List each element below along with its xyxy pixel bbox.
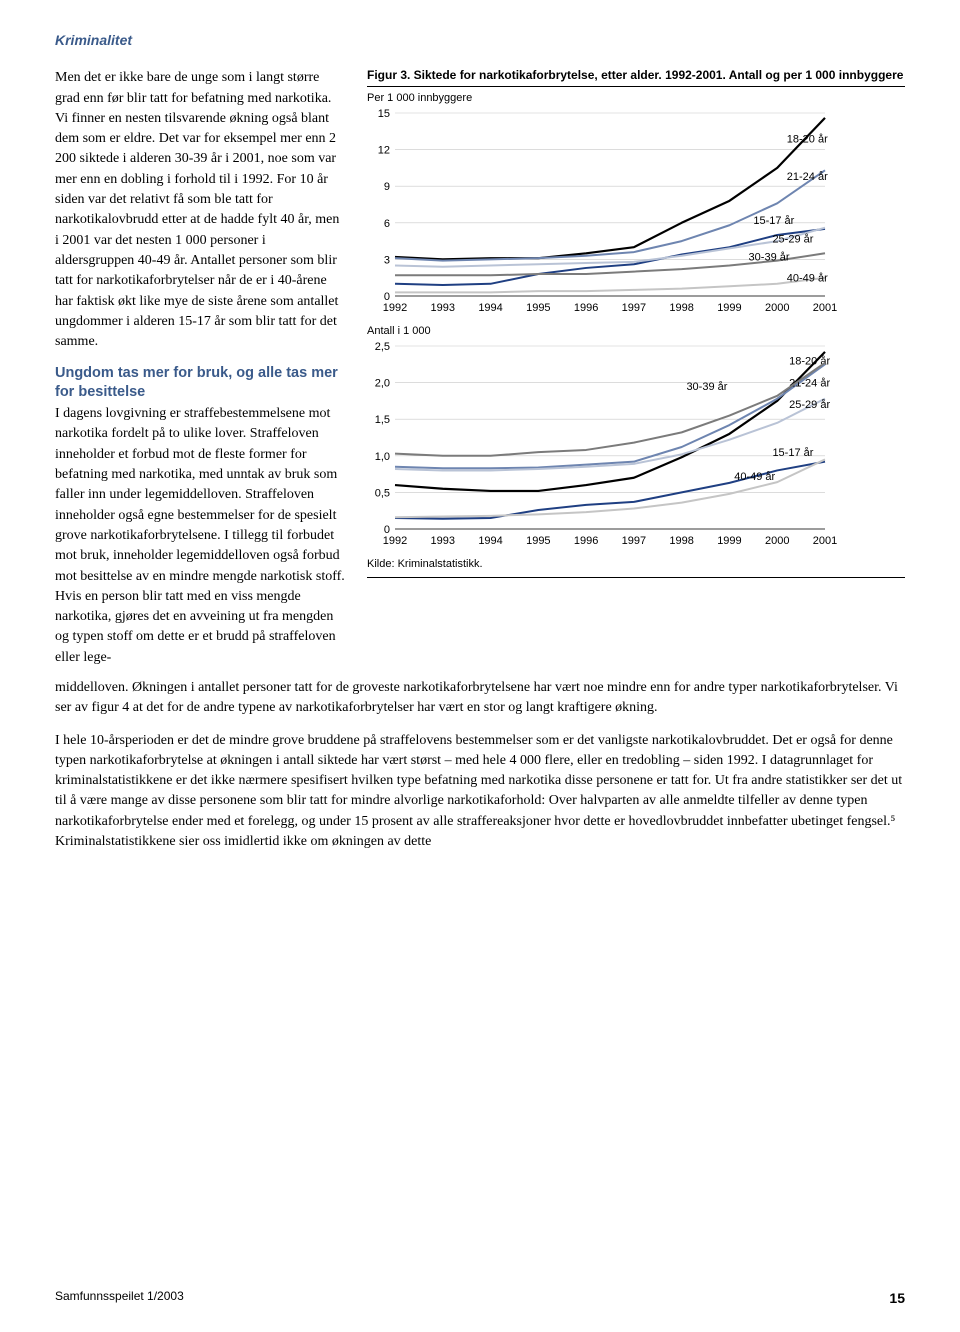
- svg-text:1,0: 1,0: [375, 451, 390, 463]
- figure-title: Figur 3. Siktede for narkotikaforbrytels…: [367, 68, 905, 84]
- svg-text:30-39 år: 30-39 år: [749, 251, 790, 263]
- svg-text:1998: 1998: [669, 302, 693, 314]
- paragraph-3: I hele 10-årsperioden er det de mindre g…: [55, 731, 905, 853]
- svg-text:1996: 1996: [574, 302, 598, 314]
- svg-text:1999: 1999: [717, 535, 741, 547]
- svg-text:2,0: 2,0: [375, 377, 390, 389]
- figure-rule: [367, 86, 905, 87]
- svg-text:25-29 år: 25-29 år: [772, 233, 813, 245]
- section-label: Kriminalitet: [55, 30, 905, 50]
- subheading: Ungdom tas mer for bruk, og alle tas mer…: [55, 364, 345, 402]
- svg-text:1994: 1994: [478, 302, 502, 314]
- svg-text:1993: 1993: [431, 535, 455, 547]
- right-column: Figur 3. Siktede for narkotikaforbrytels…: [367, 68, 905, 668]
- svg-text:15-17 år: 15-17 år: [772, 447, 813, 459]
- chart-top-svg: 0369121519921993199419951996199719981999…: [367, 109, 887, 314]
- figure-rule-bottom: [367, 577, 905, 578]
- figure-source: Kilde: Kriminalstatistikk.: [367, 557, 905, 573]
- chart-top: 0369121519921993199419951996199719981999…: [367, 109, 887, 314]
- svg-text:1997: 1997: [622, 535, 646, 547]
- svg-text:6: 6: [384, 218, 390, 230]
- two-column-layout: Men det er ikke bare de unge som i langt…: [55, 68, 905, 668]
- svg-text:1998: 1998: [669, 535, 693, 547]
- svg-text:1,5: 1,5: [375, 414, 390, 426]
- svg-text:1992: 1992: [383, 535, 407, 547]
- svg-text:1992: 1992: [383, 302, 407, 314]
- svg-text:30-39 år: 30-39 år: [686, 381, 727, 393]
- svg-text:40-49 år: 40-49 år: [734, 471, 775, 483]
- chart-bottom: 00,51,01,52,02,5199219931994199519961997…: [367, 342, 887, 547]
- svg-text:15: 15: [378, 109, 390, 120]
- svg-text:1994: 1994: [478, 535, 502, 547]
- svg-text:25-29 år: 25-29 år: [789, 399, 830, 411]
- chart-bottom-svg: 00,51,01,52,02,5199219931994199519961997…: [367, 342, 887, 547]
- svg-text:15-17 år: 15-17 år: [753, 215, 794, 227]
- paragraph-2a: I dagens lovgivning er straffebestemmels…: [55, 404, 345, 668]
- svg-text:1995: 1995: [526, 535, 550, 547]
- left-column: Men det er ikke bare de unge som i langt…: [55, 68, 345, 668]
- svg-text:2000: 2000: [765, 302, 789, 314]
- paragraph-2b: middelloven. Økningen i antallet persone…: [55, 678, 905, 719]
- page-footer: Samfunnsspeilet 1/2003 15: [55, 1288, 905, 1308]
- svg-text:2001: 2001: [813, 302, 837, 314]
- svg-text:18-20 år: 18-20 år: [787, 133, 828, 145]
- svg-text:12: 12: [378, 144, 390, 156]
- svg-text:40-49 år: 40-49 år: [787, 272, 828, 284]
- svg-text:1999: 1999: [717, 302, 741, 314]
- svg-text:2000: 2000: [765, 535, 789, 547]
- svg-text:3: 3: [384, 254, 390, 266]
- svg-text:2001: 2001: [813, 535, 837, 547]
- footer-page-number: 15: [889, 1288, 905, 1308]
- svg-text:1996: 1996: [574, 535, 598, 547]
- svg-text:21-24 år: 21-24 år: [787, 171, 828, 183]
- svg-text:1995: 1995: [526, 302, 550, 314]
- svg-text:1997: 1997: [622, 302, 646, 314]
- paragraph-1: Men det er ikke bare de unge som i langt…: [55, 68, 345, 352]
- footer-left: Samfunnsspeilet 1/2003: [55, 1288, 184, 1308]
- svg-text:9: 9: [384, 181, 390, 193]
- chart2-ylabel: Antall i 1 000: [367, 324, 905, 340]
- svg-text:1993: 1993: [431, 302, 455, 314]
- svg-text:0,5: 0,5: [375, 487, 390, 499]
- chart1-ylabel: Per 1 000 innbyggere: [367, 91, 905, 107]
- svg-text:2,5: 2,5: [375, 342, 390, 353]
